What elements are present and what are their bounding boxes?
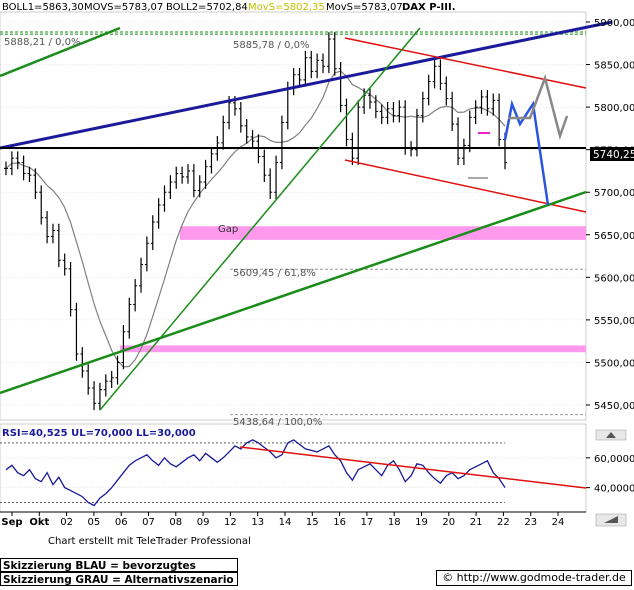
x-tick-label: 22 (497, 517, 510, 528)
y-tick-label: 5900,00 (594, 18, 634, 29)
date-axis: Sep Okt 02 05 06 07 08 09 12 13 14 15 16 17 18 19 20 21 22… (0, 511, 586, 528)
header-movs1: MOVS=5783,07 (84, 2, 163, 13)
x-tick-label: 14 (279, 517, 292, 528)
y-tick-label: 5700,00 (594, 188, 634, 199)
header-movs-fast: MovS=5802,35 (248, 2, 325, 13)
bollinger-band (5, 70, 506, 368)
y-tick-label: 5550,00 (594, 316, 634, 327)
y-tick-label: 5600,00 (594, 273, 634, 284)
x-tick-label: 17 (361, 517, 374, 528)
x-tick-label: 20 (442, 517, 455, 528)
x-tick-label: 12 (224, 517, 237, 528)
fibonacci-lines (0, 31, 586, 416)
y-tick-label: 5850,00 (594, 61, 634, 72)
rsi-red-trendline (239, 446, 587, 489)
chart-title: DAX P-III. (402, 2, 456, 13)
y-tick-label: 5500,00 (594, 358, 634, 369)
y-tick-label: 5650,00 (594, 231, 634, 242)
rsi-tick-label: 40,0000 (594, 484, 634, 495)
rsi-grid: 60,0000 40,0000 (0, 442, 634, 503)
x-tick-label: 15 (306, 517, 319, 528)
blue-trendline (0, 20, 613, 150)
rsi-title: RSI=40,525 UL=70,000 LL=30,000 (2, 428, 196, 439)
y-tick-label: 5450,00 (594, 401, 634, 412)
green-long-trend (0, 190, 587, 395)
fib-0-label: 5885,78 / 0,0% (233, 40, 309, 51)
gap-label: Gap (218, 224, 238, 235)
green-steep-trend (99, 27, 421, 411)
x-tick-label: 13 (251, 517, 264, 528)
x-tick-label: 21 (470, 517, 483, 528)
y-tick-label: 5800,00 (594, 103, 634, 114)
header-boll1: BOLL1=5863,30 (2, 2, 84, 13)
blue-scenario-path (503, 99, 550, 206)
x-tick-label: 08 (169, 517, 182, 528)
x-tick-label: 19 (415, 517, 428, 528)
gap-zone (180, 226, 586, 240)
scroll-down-icon[interactable] (595, 513, 627, 527)
x-tick-label: 05 (88, 517, 101, 528)
x-tick-label: 18 (388, 517, 401, 528)
fib-100-label: 5438,64 / 100,0% (233, 417, 322, 428)
website-link[interactable]: © http://www.godmode-trader.de (436, 570, 632, 586)
x-tick-label: 23 (524, 517, 537, 528)
rsi-tick-label: 60,0000 (594, 454, 634, 465)
x-tick-label: Sep (1, 517, 22, 528)
x-tick-label: Okt (29, 517, 49, 528)
trend-lines (0, 20, 613, 411)
red-upper-channel (344, 37, 587, 89)
x-tick-label: 06 (115, 517, 128, 528)
grey-scenario-path (508, 73, 569, 141)
header-movs2: MovS=5783,07 (326, 2, 403, 13)
x-tick-label: 07 (142, 517, 155, 528)
green-upper-trend (0, 26, 121, 78)
gap-zones (120, 226, 586, 353)
fib-left-label: 5888,21 / 0,0% (4, 37, 80, 48)
rsi-panel (5, 439, 587, 507)
legend-grey: Skizzierung GRAU = Alternativszenario (0, 572, 238, 586)
rsi-line (5, 439, 506, 507)
fib-618-label: 5609,45 / 61,8% (233, 268, 316, 279)
current-price-label: 5740,25 (593, 149, 634, 161)
scroll-up-icon[interactable] (595, 429, 627, 441)
header-boll2: BOLL2=5702,84 (166, 2, 248, 13)
x-tick-label: 09 (197, 517, 210, 528)
legend-blue: Skizzierung BLAU = bevorzugtes Szenario (0, 558, 238, 586)
x-tick-label: 24 (552, 517, 565, 528)
current-price-box (590, 147, 634, 161)
price-axis: 5900,005850,005800,005750,005700,005650,… (586, 18, 634, 412)
x-tick-label: 16 (333, 517, 346, 528)
red-lower-channel (344, 159, 587, 213)
price-bars (4, 32, 507, 411)
gap-zone (120, 345, 586, 353)
moving-average-line (5, 70, 506, 368)
x-tick-label: 02 (60, 517, 73, 528)
chart-credit: Chart erstellt mit TeleTrader Profession… (48, 536, 251, 547)
